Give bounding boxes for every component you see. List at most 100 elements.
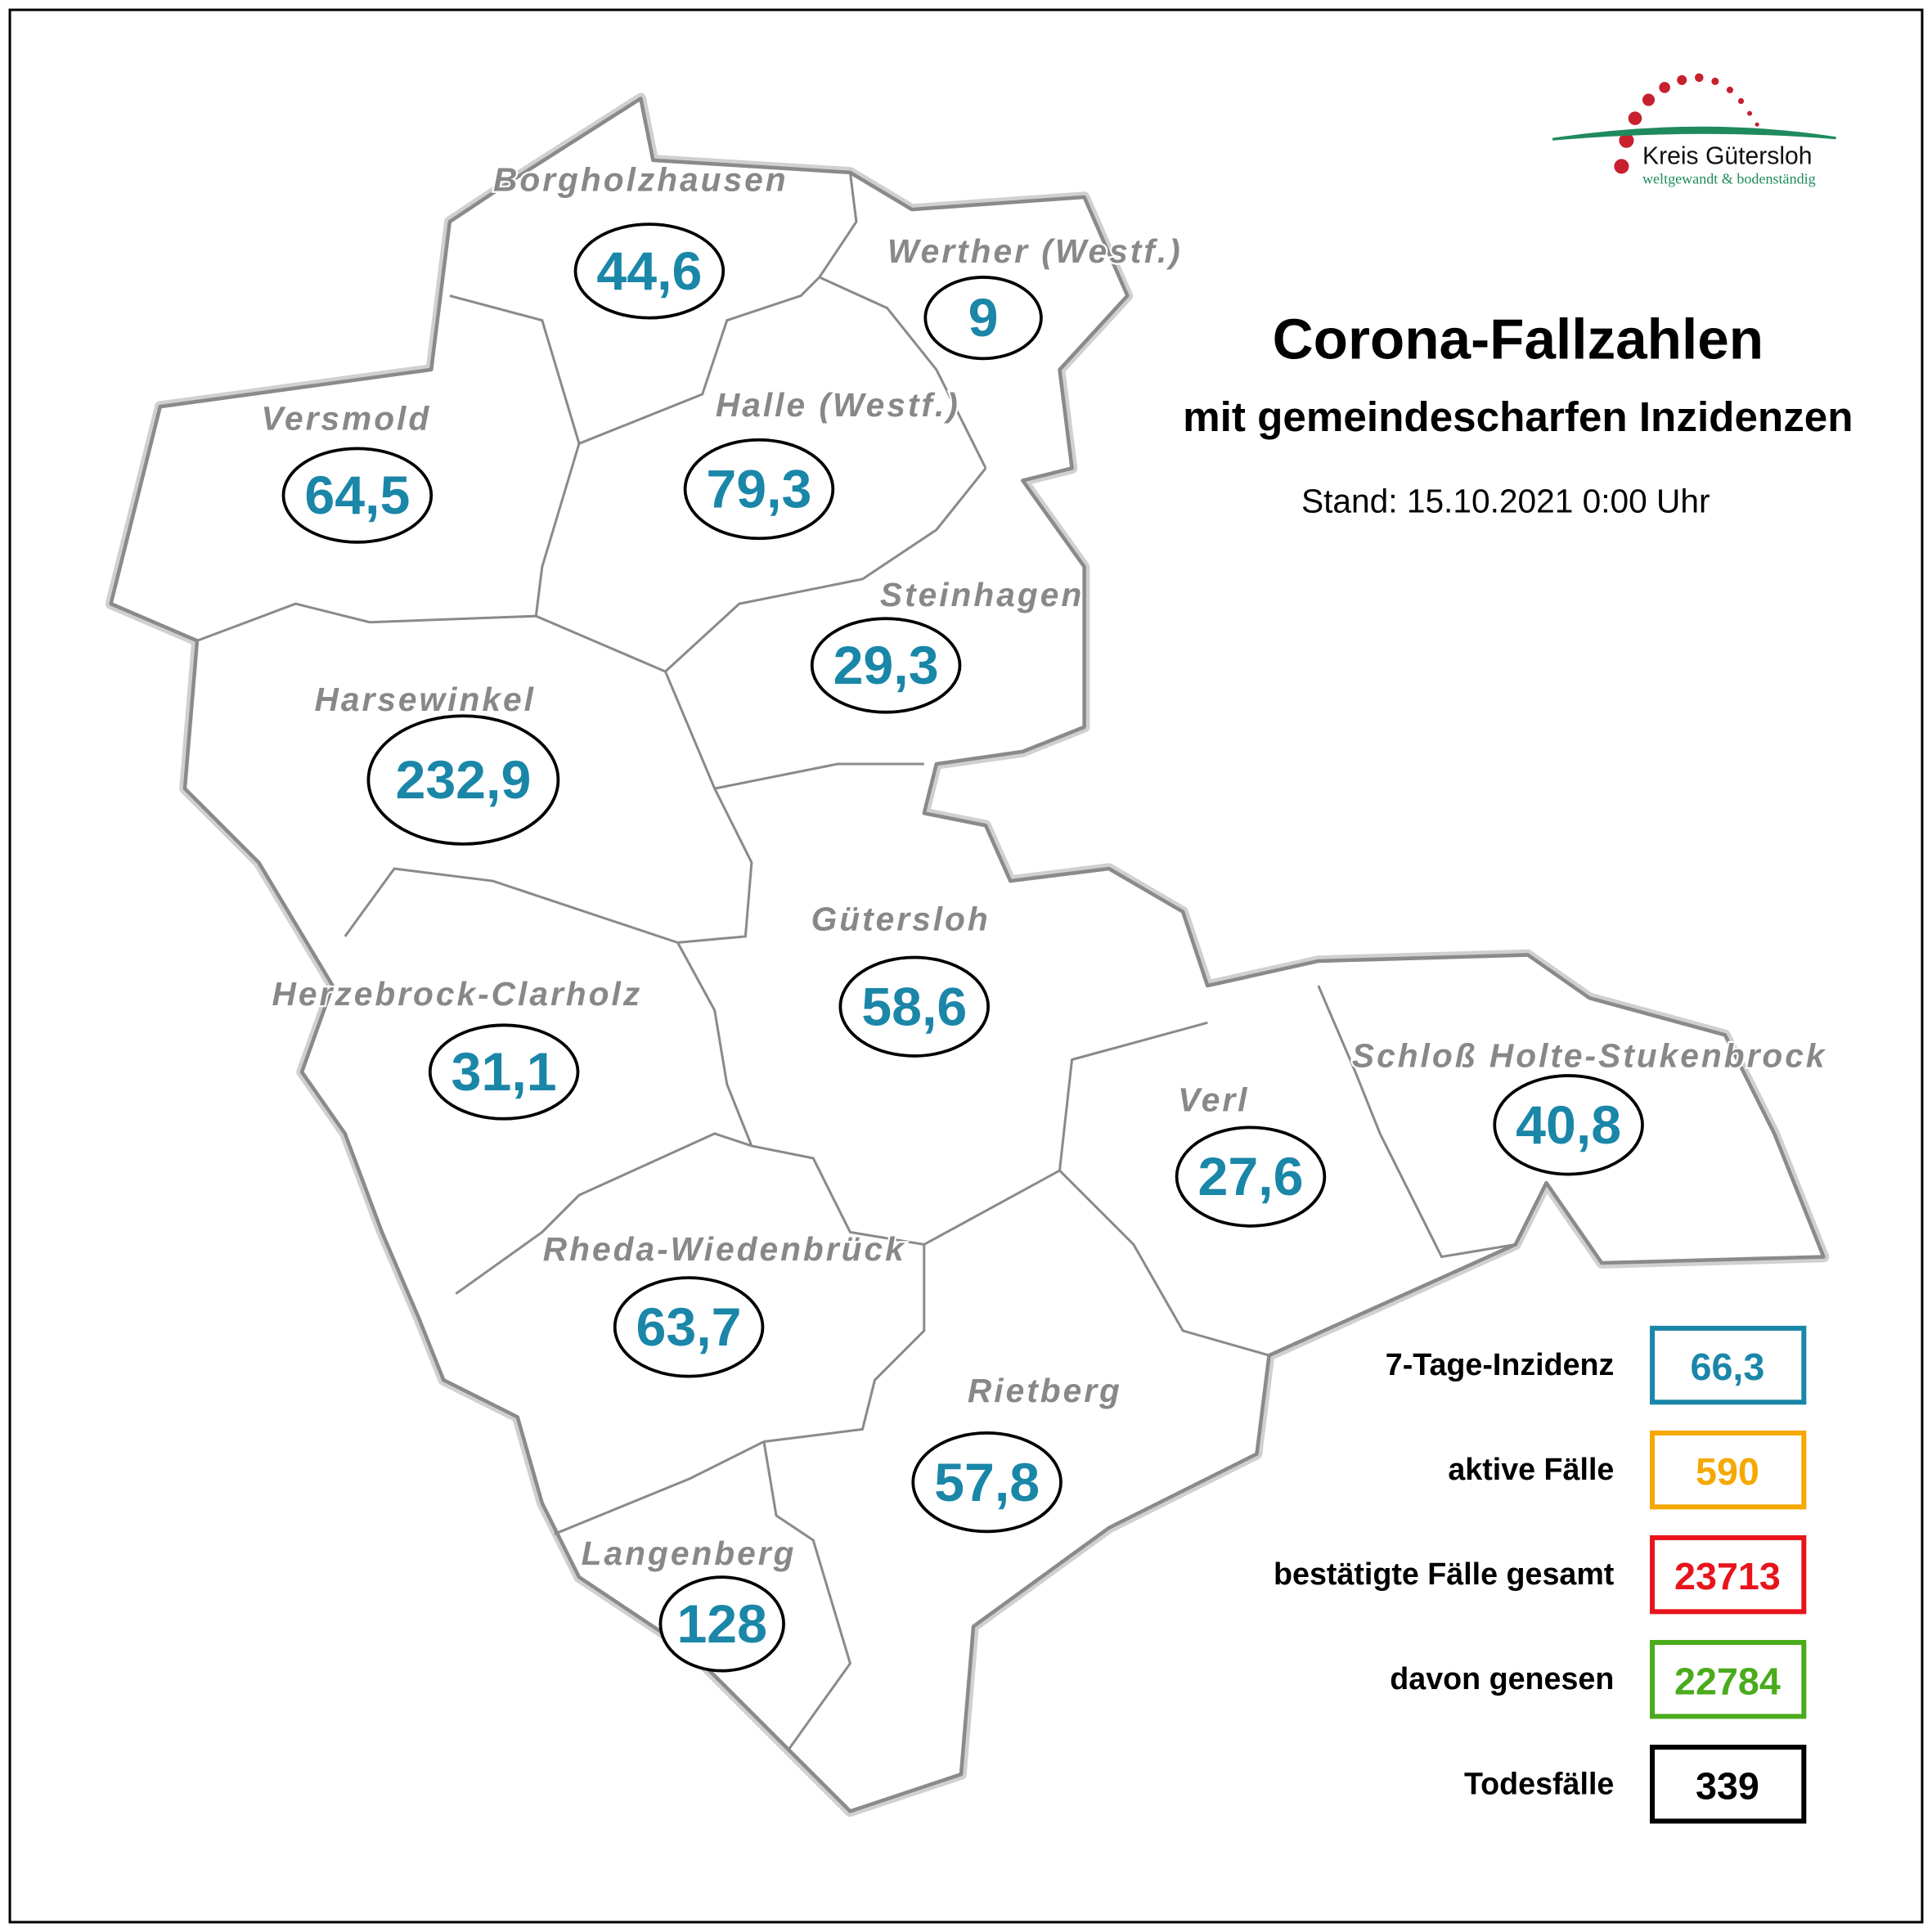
municipality-border xyxy=(714,762,924,790)
logo-dot xyxy=(1614,159,1629,174)
logo-name: Kreis Gütersloh xyxy=(1642,142,1813,169)
incidence-value: 57,8 xyxy=(934,1453,1040,1513)
municipality-border xyxy=(455,1132,753,1295)
municipality-border xyxy=(819,276,987,470)
logo-dot xyxy=(1659,82,1670,93)
municipality-label: Borgholzhausen xyxy=(493,160,789,198)
municipality-label: Langenberg xyxy=(582,1534,797,1572)
incidence-value: 44,6 xyxy=(596,241,702,302)
municipality-border xyxy=(762,1441,852,1750)
legend-label: 7-Tage-Inzidenz xyxy=(1386,1347,1615,1382)
logo-dot xyxy=(1619,133,1634,148)
incidence-value: 58,6 xyxy=(861,977,967,1037)
logo-dot xyxy=(1726,86,1734,94)
legend-label: Todesfälle xyxy=(1464,1766,1614,1800)
municipality-werther-westf-: Werther (Westf.) 9 xyxy=(886,231,1183,361)
logo-arc xyxy=(1552,126,1836,141)
municipality-steinhagen: Steinhagen 29,3 xyxy=(810,574,1084,714)
logo-dot xyxy=(1695,73,1704,83)
incidence-value: 40,8 xyxy=(1516,1095,1621,1156)
legend-value: 22784 xyxy=(1674,1660,1781,1702)
municipality-label: Halle (Westf.) xyxy=(716,386,960,424)
legend-row: Todesfälle 339 xyxy=(1464,1745,1807,1824)
municipality-label: Herzebrock-Clarholz xyxy=(272,975,643,1013)
page-subtitle: mit gemeindescharfen Inzidenzen xyxy=(1183,393,1853,440)
incidence-ellipse xyxy=(838,955,990,1058)
municipality-rheda-wiedenbrück: Rheda-Wiedenbrück 63,7 xyxy=(541,1229,906,1378)
legend-box xyxy=(1650,1639,1807,1719)
municipality-schloß-holte-stukenbrock: Schloß Holte-Stukenbrock 40,8 xyxy=(1350,1035,1827,1176)
incidence-ellipse xyxy=(658,1575,785,1673)
incidence-ellipse xyxy=(573,222,726,320)
municipality-label: Rietberg xyxy=(968,1372,1122,1409)
incidence-value: 29,3 xyxy=(833,636,939,696)
legend-label: bestätigte Fälle gesamt xyxy=(1274,1557,1615,1591)
legend-box xyxy=(1650,1745,1807,1824)
municipality-herzebrock-clarholz: Herzebrock-Clarholz 31,1 xyxy=(270,973,643,1121)
logo-dot xyxy=(1711,77,1719,85)
incidence-value: 79,3 xyxy=(706,460,811,520)
municipality-label: Verl xyxy=(1178,1081,1249,1119)
logo-dot xyxy=(1755,122,1759,127)
incidence-value: 128 xyxy=(676,1594,767,1655)
logo-slogan: weltgewandt & bodenständig xyxy=(1642,170,1816,186)
incidence-ellipse xyxy=(810,617,962,714)
incidence-value: 64,5 xyxy=(304,465,410,526)
legend-value: 23713 xyxy=(1674,1555,1781,1597)
map-borders xyxy=(105,92,1830,1817)
incidence-value: 27,6 xyxy=(1197,1147,1303,1207)
municipality-harsewinkel: Harsewinkel 232,9 xyxy=(312,679,560,846)
municipality-label: Versmold xyxy=(261,400,431,438)
incidence-value: 63,7 xyxy=(636,1297,742,1358)
incidence-ellipse xyxy=(281,447,434,544)
municipality-border xyxy=(664,467,987,673)
municipality-gütersloh: Gütersloh 58,6 xyxy=(809,898,991,1058)
page-title: Corona-Fallzahlen xyxy=(1273,307,1764,371)
legend-box xyxy=(1650,1325,1807,1405)
legend-label: aktive Fälle xyxy=(1448,1452,1614,1486)
legend-row: davon genesen 22784 xyxy=(1390,1639,1807,1719)
municipality-verl: Verl 27,6 xyxy=(1175,1079,1327,1228)
municipality-border xyxy=(763,1244,926,1443)
municipality-border xyxy=(1058,1169,1269,1357)
legend-value: 339 xyxy=(1696,1764,1759,1807)
incidence-value: 31,1 xyxy=(452,1042,557,1103)
municipality-label: Rheda-Wiedenbrück xyxy=(543,1230,906,1268)
municipality-label: Harsewinkel xyxy=(314,681,535,718)
municipality-markers: Borgholzhausen 44,6 Werther (Westf.) 9 Versm… xyxy=(259,159,1827,1673)
municipality-border xyxy=(578,276,820,445)
municipality-borgholzhausen: Borgholzhausen 44,6 xyxy=(492,159,789,320)
incidence-ellipse xyxy=(911,1431,1063,1534)
municipality-rietberg: Rietberg 57,8 xyxy=(911,1370,1122,1534)
incidence-ellipse xyxy=(366,714,560,846)
incidence-ellipse xyxy=(428,1023,580,1121)
municipality-border xyxy=(196,602,537,642)
legend-row: 7-Tage-Inzidenz 66,3 xyxy=(1386,1325,1807,1405)
incidence-ellipse xyxy=(923,276,1043,361)
incidence-value: 232,9 xyxy=(395,750,531,811)
municipality-border xyxy=(923,1021,1208,1246)
logo-dot xyxy=(1737,97,1745,105)
logo: Kreis Gütersloh weltgewandt & bodenständ… xyxy=(1552,73,1836,186)
legend-label: davon genesen xyxy=(1390,1661,1614,1696)
municipality-label: Schloß Holte-Stukenbrock xyxy=(1352,1037,1827,1075)
municipality-border xyxy=(664,671,753,944)
logo-dot xyxy=(1747,110,1753,116)
municipality-border xyxy=(535,614,667,673)
district-outline xyxy=(109,97,1826,1813)
legend-value: 66,3 xyxy=(1691,1346,1765,1388)
legend-box xyxy=(1650,1430,1807,1510)
logo-dot xyxy=(1628,111,1642,125)
municipality-label: Gütersloh xyxy=(811,900,991,937)
municipality-border xyxy=(676,941,753,1147)
municipality-border xyxy=(1317,985,1516,1259)
legend-value: 590 xyxy=(1696,1450,1759,1493)
logo-dot xyxy=(1642,93,1656,106)
incidence-ellipse xyxy=(1493,1074,1644,1176)
municipality-label: Steinhagen xyxy=(880,576,1084,613)
municipality-halle-westf-: Halle (Westf.) 79,3 xyxy=(683,384,960,541)
municipality-label: Werther (Westf.) xyxy=(887,232,1183,270)
legend-row: bestätigte Fälle gesamt 23713 xyxy=(1274,1534,1807,1615)
municipality-border xyxy=(818,172,858,278)
